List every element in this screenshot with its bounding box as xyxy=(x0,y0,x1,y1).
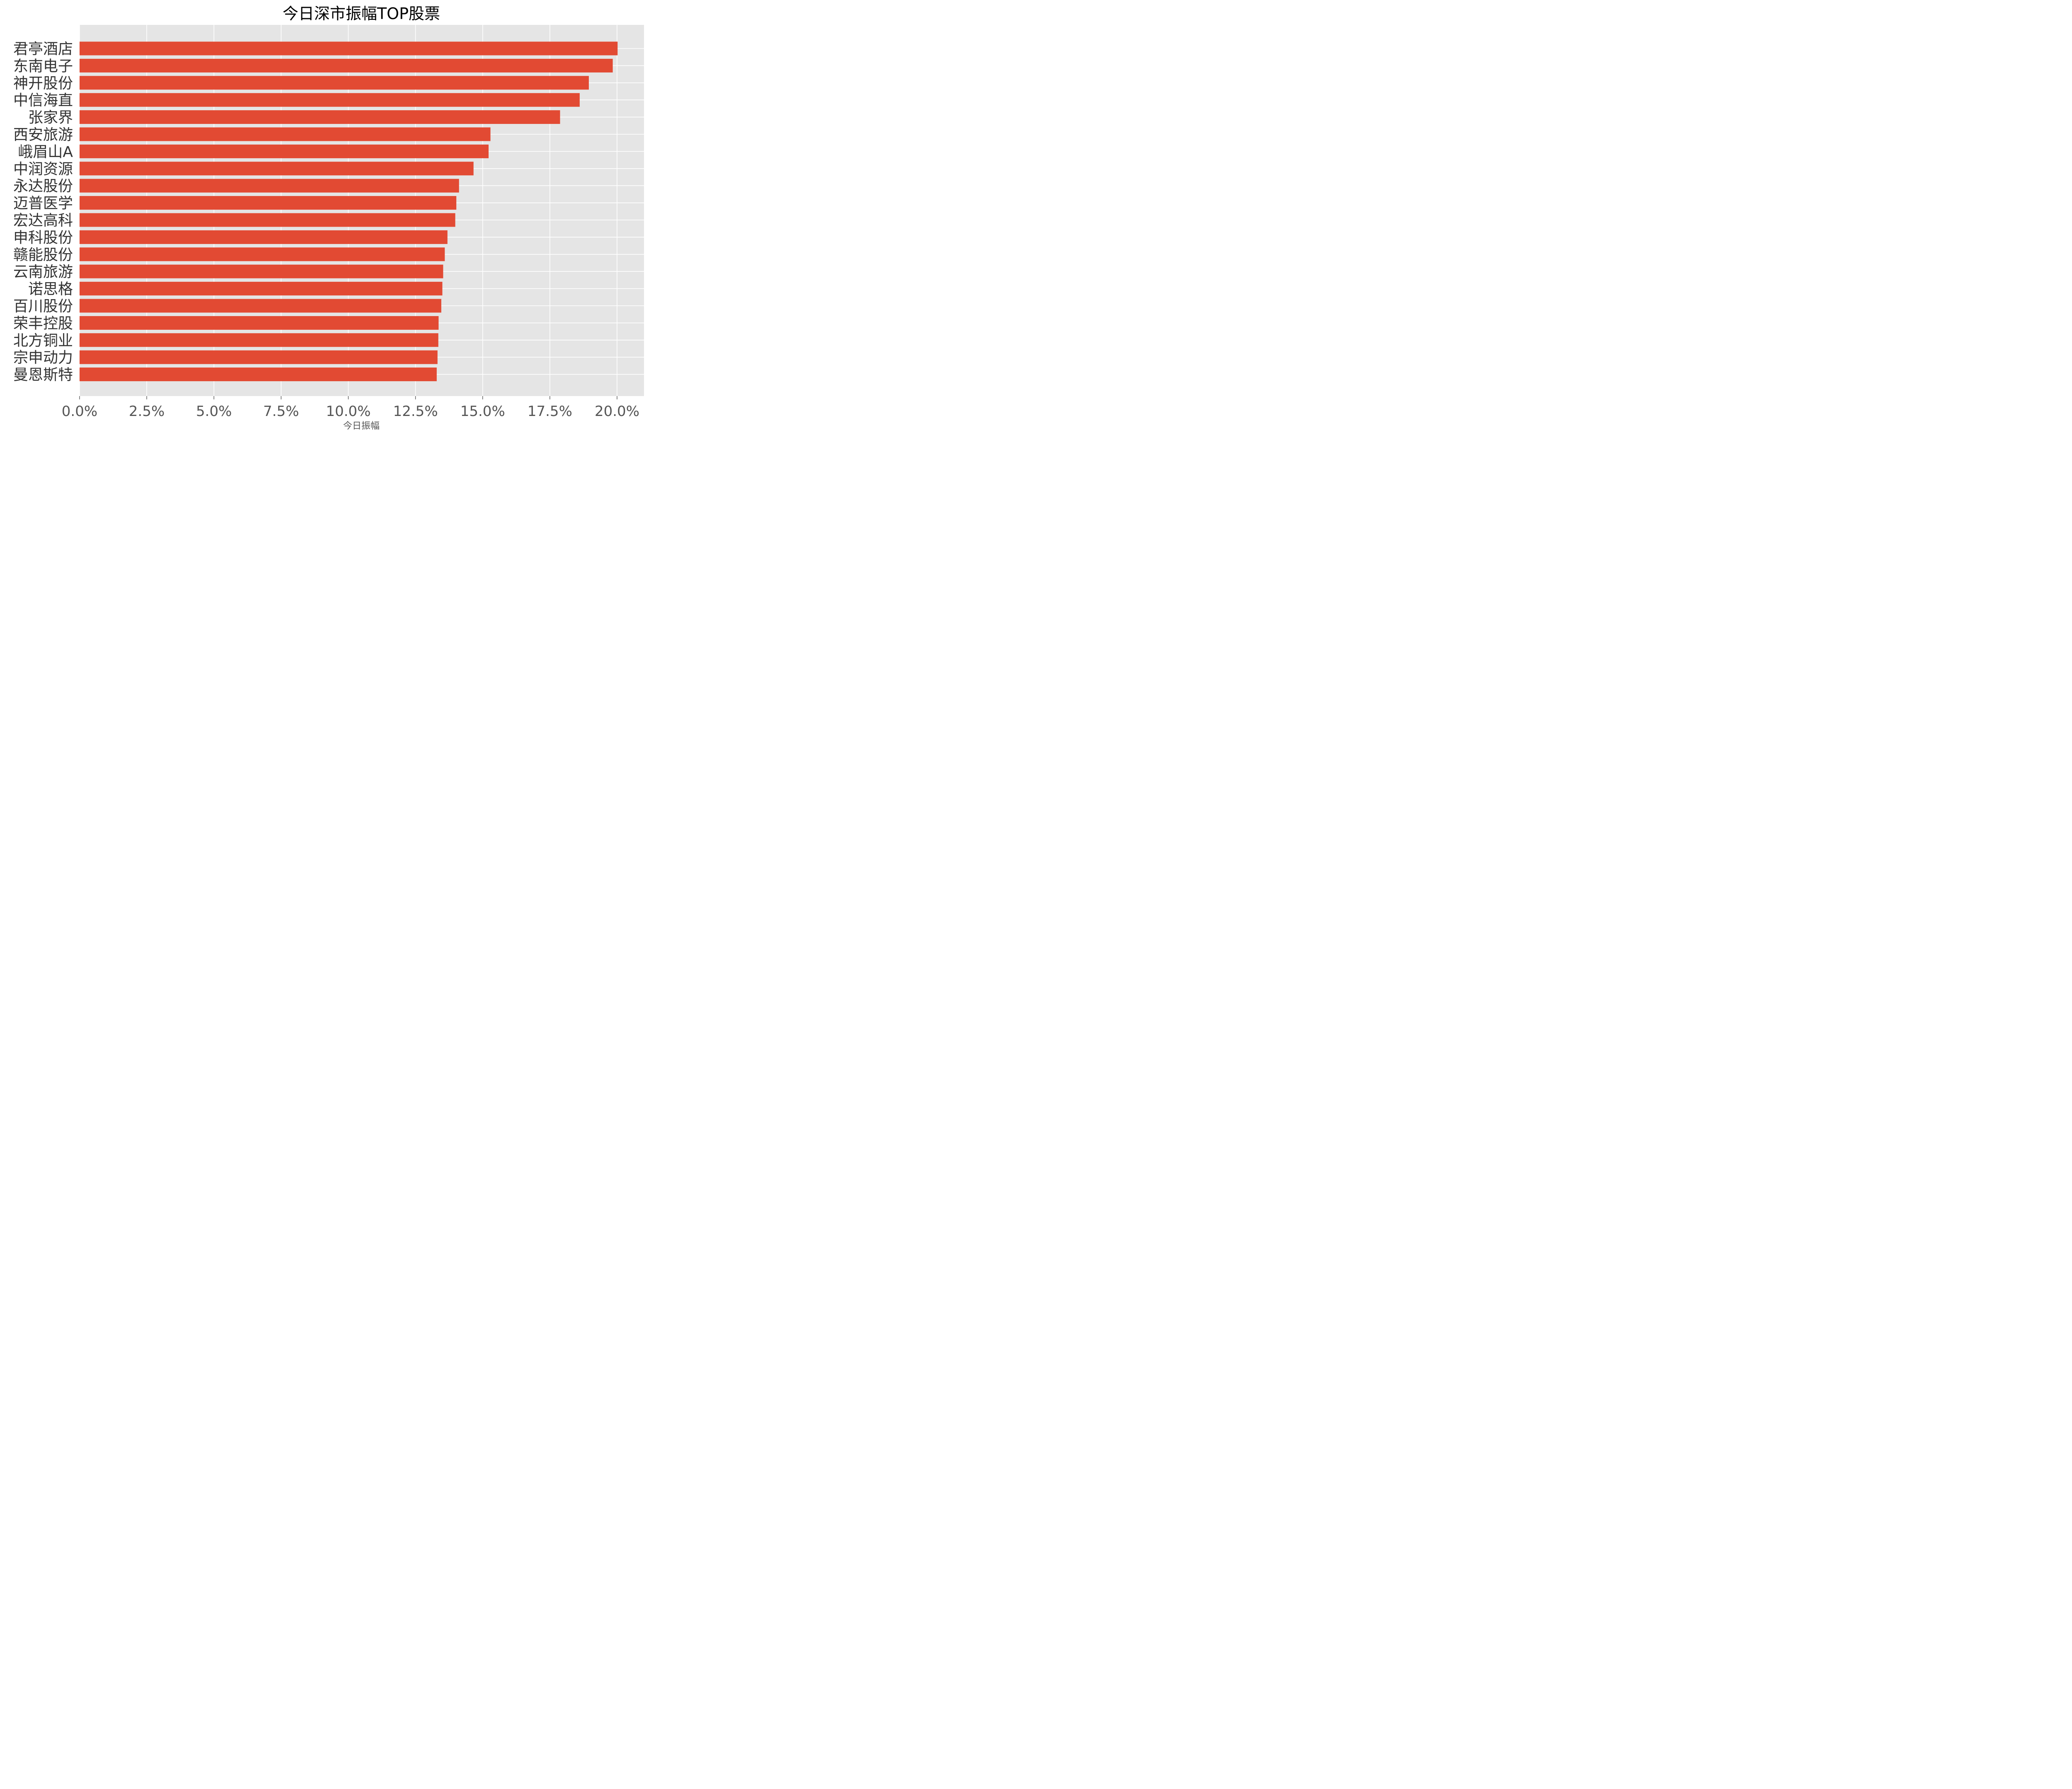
bar xyxy=(80,110,560,124)
y-tick-label: 神开股份 xyxy=(13,75,73,92)
bar-chart: 今日深市振幅TOP股票 君亭酒店东南电子神开股份中信海直张家界西安旅游峨眉山A中… xyxy=(13,5,644,431)
y-tick-labels: 君亭酒店东南电子神开股份中信海直张家界西安旅游峨眉山A中润资源永达股份迈普医学宏… xyxy=(13,41,73,384)
bar xyxy=(80,367,437,382)
bar xyxy=(80,196,457,210)
y-tick-label: 东南电子 xyxy=(13,58,73,75)
y-tick-label: 峨眉山A xyxy=(18,143,73,160)
y-tick-label: 诺思格 xyxy=(28,281,73,298)
x-tick-label: 10.0% xyxy=(326,403,370,420)
x-tick-label: 0.0% xyxy=(62,403,97,420)
bar xyxy=(80,93,580,107)
y-tick-label: 永达股份 xyxy=(13,178,73,195)
y-tick-label: 宏达高科 xyxy=(13,212,73,229)
bar xyxy=(80,179,459,193)
x-tick-label: 7.5% xyxy=(263,403,299,420)
bar xyxy=(80,282,443,296)
x-tick-label: 12.5% xyxy=(393,403,438,420)
y-tick-label: 中信海直 xyxy=(13,92,73,109)
x-tick-label: 17.5% xyxy=(528,403,572,420)
x-tick-labels: 0.0% 2.5% 5.0% 7.5% 10.0% 12.5% 15.0% 17.5% 20.0… xyxy=(62,396,639,420)
bar xyxy=(80,247,445,261)
y-tick-label: 云南旅游 xyxy=(13,264,73,280)
bar xyxy=(80,213,455,227)
y-tick-label: 迈普医学 xyxy=(13,195,73,212)
bars xyxy=(80,41,618,382)
y-tick-label: 赣能股份 xyxy=(13,247,73,264)
bar xyxy=(80,299,441,313)
bar xyxy=(80,333,438,347)
bar xyxy=(80,58,613,73)
bar xyxy=(80,316,439,330)
bar xyxy=(80,230,448,244)
x-axis-label: 今日振幅 xyxy=(343,421,380,431)
y-tick-label: 申科股份 xyxy=(13,229,73,246)
y-tick-label: 中润资源 xyxy=(13,161,73,178)
chart-title: 今日深市振幅TOP股票 xyxy=(283,5,440,23)
y-tick-label: 君亭酒店 xyxy=(13,41,73,58)
bar xyxy=(80,41,618,56)
y-tick-label: 曼恩斯特 xyxy=(13,367,73,384)
y-tick-label: 荣丰控股 xyxy=(13,315,73,332)
x-tick-label: 5.0% xyxy=(196,403,232,420)
bar xyxy=(80,162,474,176)
x-tick-label: 15.0% xyxy=(460,403,505,420)
bar xyxy=(80,76,589,90)
bar xyxy=(80,144,489,158)
x-tick-label: 2.5% xyxy=(129,403,165,420)
bar xyxy=(80,264,443,278)
bar xyxy=(80,350,438,364)
y-tick-label: 西安旅游 xyxy=(13,126,73,143)
y-tick-label: 张家界 xyxy=(28,109,73,126)
x-tick-label: 20.0% xyxy=(595,403,639,420)
y-tick-label: 百川股份 xyxy=(13,298,73,315)
y-tick-label: 北方铜业 xyxy=(13,332,73,349)
bar xyxy=(80,127,491,141)
y-tick-label: 宗申动力 xyxy=(13,349,73,366)
